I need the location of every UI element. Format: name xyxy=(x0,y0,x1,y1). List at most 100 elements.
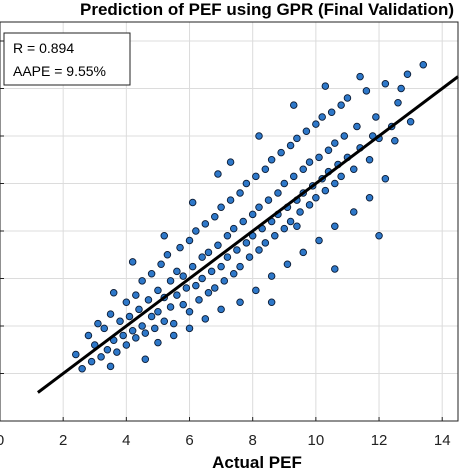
data-point xyxy=(220,277,229,285)
data-point xyxy=(157,260,165,269)
x-tick-label: 10 xyxy=(308,432,325,449)
data-point xyxy=(403,70,412,78)
data-point xyxy=(324,146,333,154)
data-point xyxy=(188,198,197,207)
data-point xyxy=(365,155,374,164)
data-point xyxy=(261,165,270,173)
annotation-frame xyxy=(3,32,131,86)
data-point xyxy=(406,117,415,126)
data-point xyxy=(362,87,371,95)
data-point xyxy=(264,196,273,204)
data-point xyxy=(154,338,162,347)
data-point xyxy=(173,267,181,276)
data-point xyxy=(242,179,251,188)
data-point xyxy=(204,248,213,257)
x-tick-label: 14 xyxy=(434,432,451,449)
data-point xyxy=(337,172,345,181)
data-point xyxy=(217,305,225,314)
data-point xyxy=(337,101,345,109)
x-tick-label: 8 xyxy=(249,432,257,449)
data-point xyxy=(239,217,247,226)
data-point xyxy=(116,317,124,326)
data-point xyxy=(286,141,295,150)
data-point xyxy=(321,82,330,90)
data-point xyxy=(132,291,140,299)
plot-area xyxy=(0,21,459,422)
x-tick-label: 12 xyxy=(371,432,388,449)
data-point xyxy=(106,310,115,318)
data-point xyxy=(135,305,143,314)
data-point xyxy=(302,127,311,135)
data-point xyxy=(315,153,323,162)
data-point xyxy=(166,303,175,311)
data-point xyxy=(147,270,156,278)
data-point xyxy=(151,324,159,333)
data-point xyxy=(226,158,235,166)
data-point xyxy=(305,201,314,209)
data-point xyxy=(331,222,339,230)
scatter-points xyxy=(72,61,428,373)
data-point xyxy=(350,165,358,173)
data-point xyxy=(280,224,289,233)
data-point xyxy=(248,210,257,219)
data-point xyxy=(188,262,197,271)
data-point xyxy=(321,186,330,195)
data-point xyxy=(94,319,102,328)
data-point xyxy=(267,272,276,280)
data-point xyxy=(296,208,304,216)
data-point xyxy=(179,300,187,309)
data-point xyxy=(138,277,146,285)
data-point xyxy=(169,319,178,328)
data-point xyxy=(198,274,206,283)
data-point xyxy=(315,236,323,245)
data-point xyxy=(280,179,289,188)
data-point xyxy=(252,286,260,295)
data-point xyxy=(154,308,162,316)
x-tick-label: 0 xyxy=(0,432,4,449)
data-point xyxy=(109,289,118,297)
data-point xyxy=(185,324,194,333)
data-point xyxy=(122,341,131,349)
data-point xyxy=(340,132,349,140)
data-point xyxy=(331,139,339,147)
data-point xyxy=(163,250,172,259)
data-point xyxy=(141,329,150,337)
data-point xyxy=(293,222,301,230)
data-point xyxy=(160,231,168,240)
data-point xyxy=(397,84,405,93)
data-point xyxy=(214,241,222,249)
data-point xyxy=(217,203,225,211)
data-point xyxy=(277,148,285,157)
data-point xyxy=(72,350,80,359)
data-point xyxy=(274,189,282,197)
data-point xyxy=(217,262,225,271)
data-point xyxy=(144,296,153,304)
data-point xyxy=(97,353,105,361)
data-point xyxy=(331,179,339,188)
x-tick-label: 2 xyxy=(59,432,67,449)
data-point xyxy=(113,348,121,356)
data-point xyxy=(327,108,336,116)
data-point xyxy=(255,203,263,211)
data-point xyxy=(122,298,131,307)
data-point xyxy=(138,322,146,330)
data-point xyxy=(381,174,390,183)
data-point xyxy=(419,61,428,69)
data-point xyxy=(375,231,383,240)
data-point xyxy=(195,296,203,304)
data-point xyxy=(255,132,263,140)
data-point xyxy=(229,270,238,278)
data-point xyxy=(236,298,244,307)
data-point xyxy=(132,334,140,342)
data-point xyxy=(223,231,232,240)
data-point xyxy=(207,267,216,276)
data-point xyxy=(185,308,194,316)
data-point xyxy=(201,315,210,323)
data-point xyxy=(394,98,402,107)
data-point xyxy=(252,172,260,181)
data-point xyxy=(211,212,219,221)
data-point xyxy=(242,239,251,247)
annotation-r: R = 0.894 xyxy=(13,40,74,56)
data-point xyxy=(391,136,399,145)
